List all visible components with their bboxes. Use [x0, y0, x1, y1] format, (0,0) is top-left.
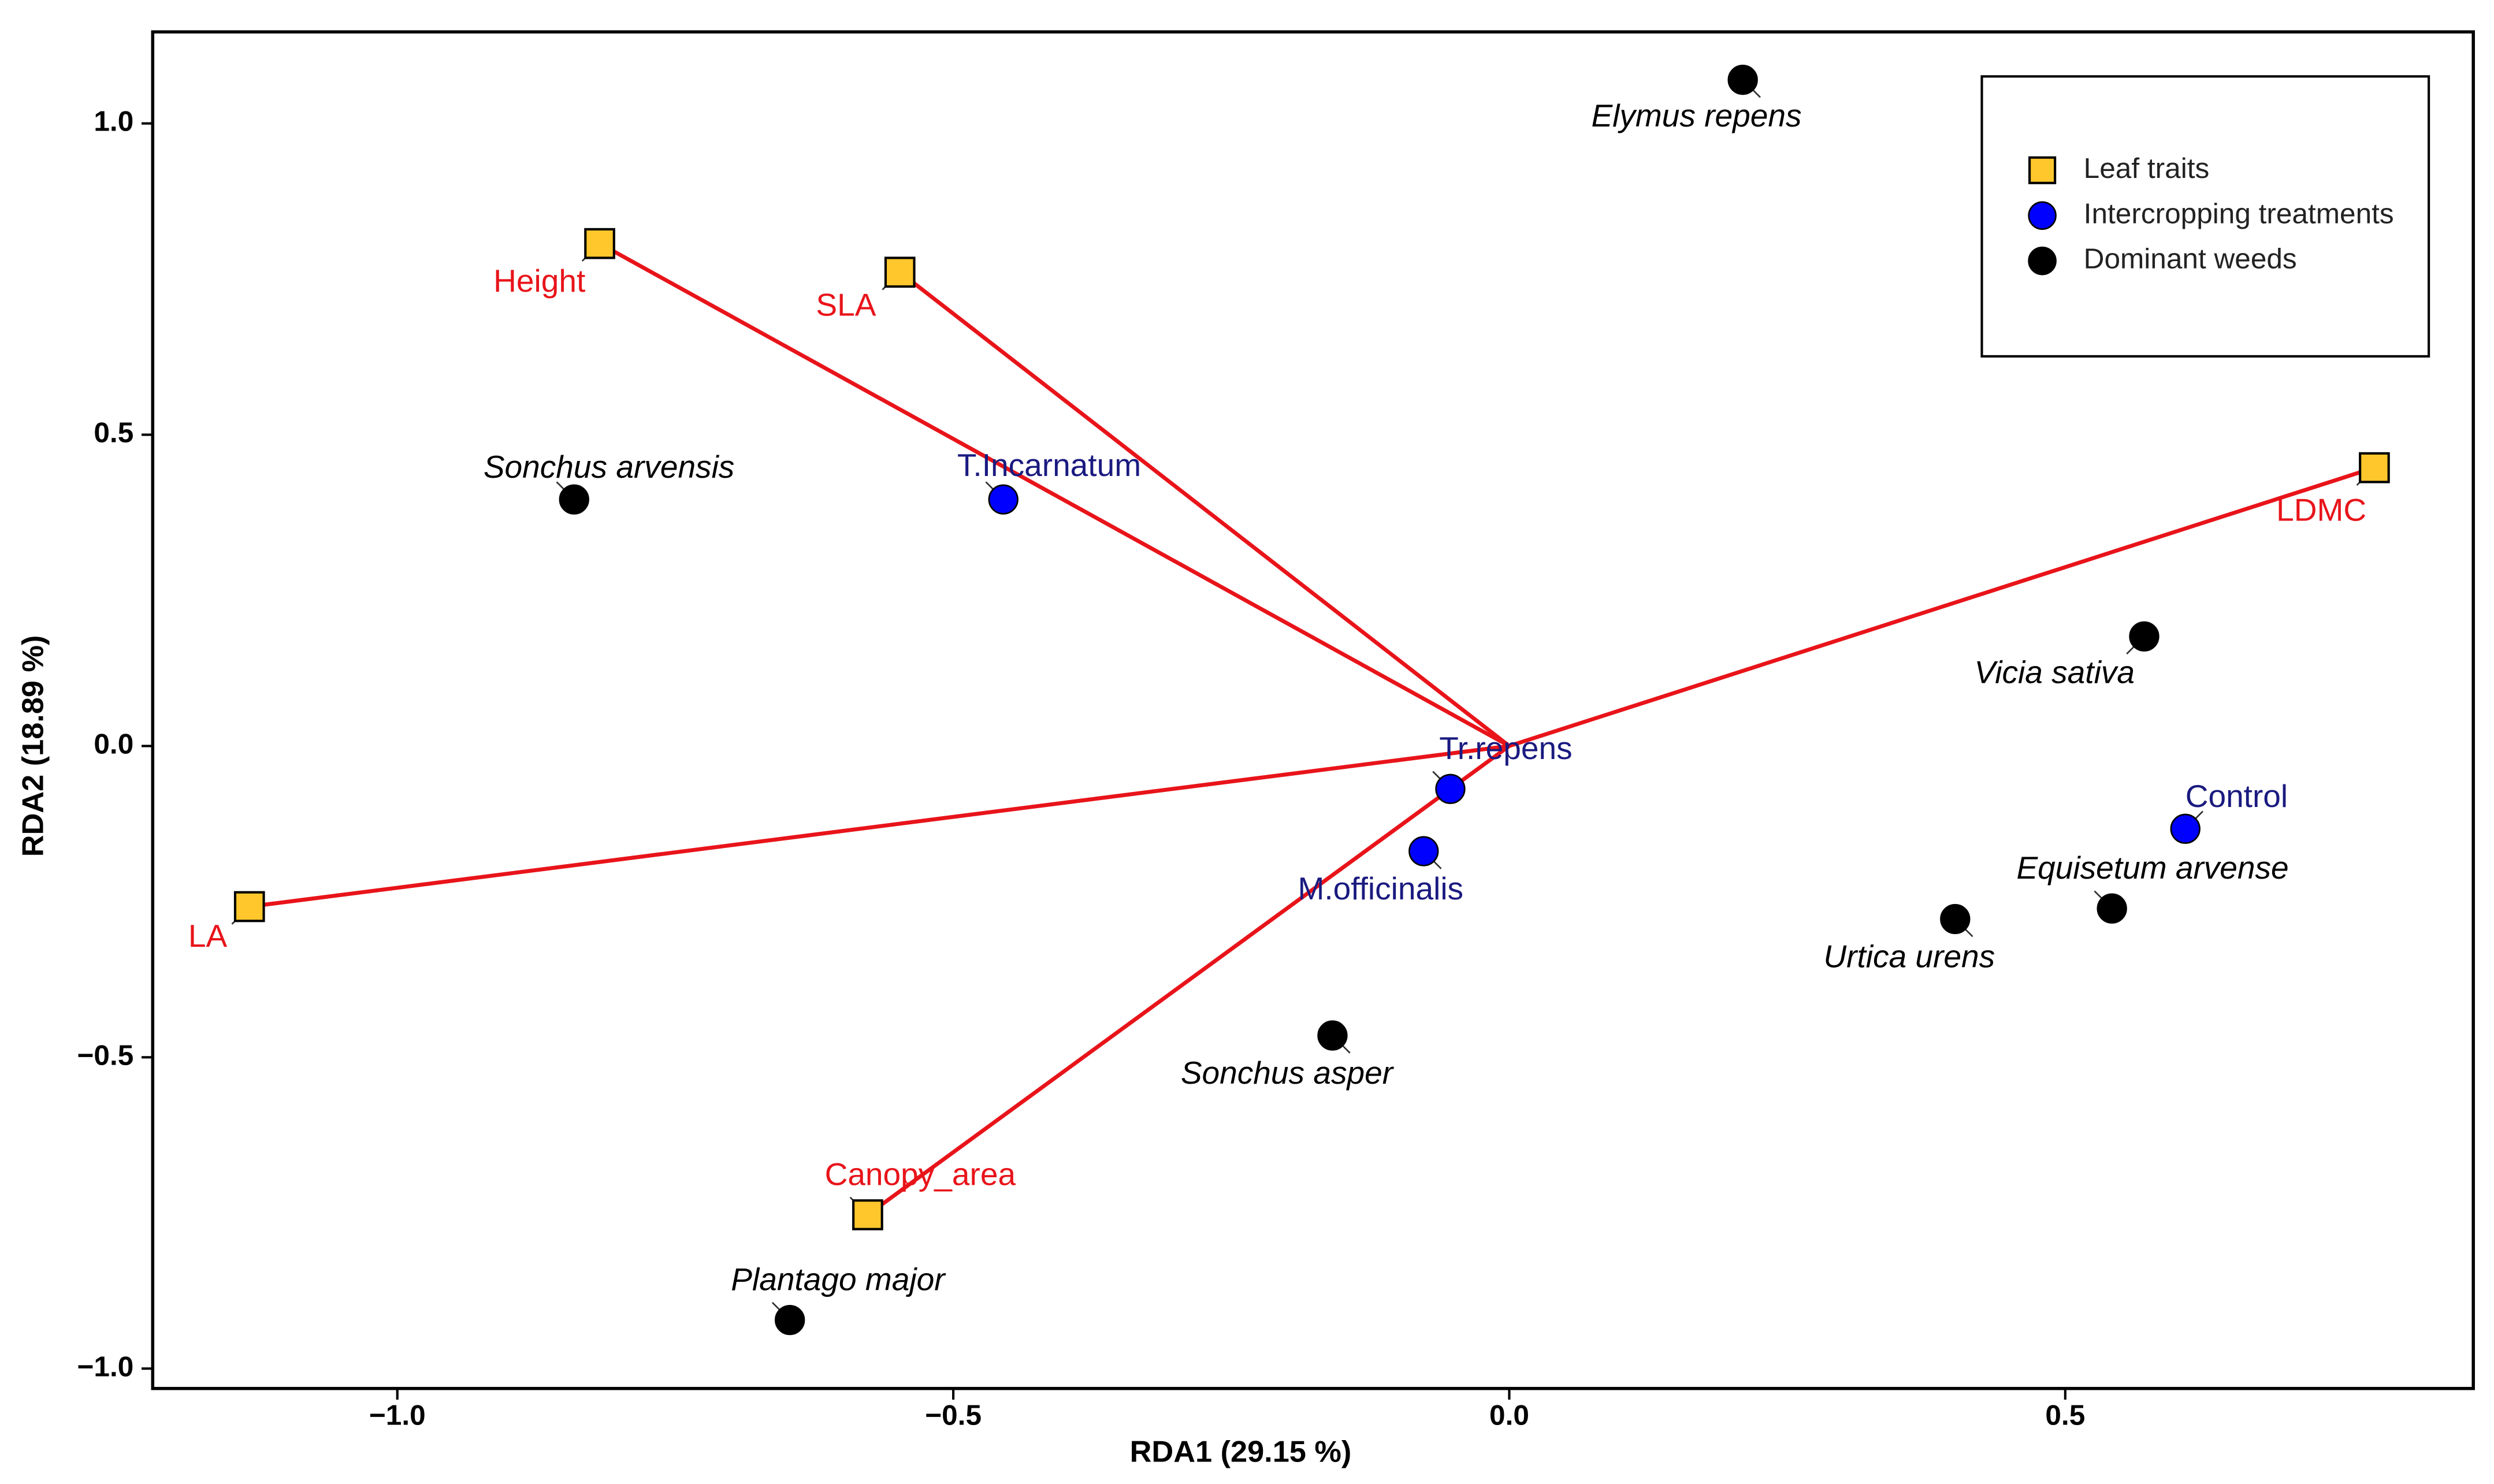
- point-label: Urtica urens: [1823, 938, 1995, 974]
- trait-vector: [898, 270, 1511, 748]
- y-tick-label: 0.0: [94, 728, 133, 760]
- point: [1408, 836, 1439, 866]
- point: [1317, 1020, 1348, 1051]
- vectors: [249, 241, 2375, 1217]
- x-tick-label: 0.5: [2045, 1399, 2085, 1431]
- legend-label: Intercropping treatments: [2084, 197, 2394, 229]
- point-label: Plantago major: [731, 1262, 946, 1297]
- point: [1727, 65, 1758, 95]
- trait-vector: [866, 744, 1511, 1217]
- legend-marker: [2028, 246, 2057, 276]
- point-label: Height: [493, 263, 585, 299]
- marks: Height SLA LDMC LA Canopy_area T.Incarnatum Tr…: [188, 65, 2390, 1336]
- point: [1435, 773, 1466, 804]
- point: [233, 891, 265, 923]
- point: [2170, 813, 2201, 844]
- plot-frame: [151, 30, 2475, 1390]
- trait-vector: [249, 743, 1510, 909]
- x-axis-label: RDA1 (29.15 %): [1130, 1435, 1352, 1468]
- point-label: Control: [2185, 778, 2288, 814]
- point-label: SLA: [816, 287, 876, 322]
- point-label: Tr.repens: [1439, 730, 1572, 766]
- point: [559, 484, 589, 515]
- point: [1940, 903, 1971, 935]
- point-label: Canopy_area: [825, 1156, 1016, 1192]
- y-tick-label: −0.5: [77, 1039, 133, 1071]
- point-label: T.Incarnatum: [957, 447, 1141, 483]
- point: [775, 1304, 805, 1336]
- y-tick-label: −1.0: [77, 1350, 133, 1382]
- point-label: LDMC: [2276, 492, 2366, 527]
- point-label: LA: [188, 918, 228, 954]
- point: [2097, 893, 2127, 924]
- trait-vector: [1508, 466, 2375, 748]
- x-tick-label: −0.5: [925, 1399, 982, 1431]
- y-axis-label: RDA2 (18.89 %): [16, 635, 50, 857]
- legend-marker: [2028, 201, 2057, 230]
- point: [2359, 452, 2390, 483]
- point: [884, 256, 916, 288]
- point: [2129, 621, 2160, 652]
- trait-vector: [599, 241, 1511, 748]
- x-tick-label: −1.0: [369, 1399, 426, 1431]
- point-label: Equisetum arvense: [2016, 850, 2288, 886]
- legend-label: Dominant weeds: [2084, 243, 2297, 275]
- point-label: M.officinalis: [1298, 871, 1464, 906]
- point: [852, 1199, 883, 1230]
- x-tick-label: 0.0: [1489, 1399, 1529, 1431]
- point: [584, 228, 615, 259]
- point-label: Vicia sativa: [1975, 654, 2135, 690]
- point-label: Sonchus asper: [1181, 1055, 1395, 1091]
- y-tick-label: 0.5: [94, 416, 133, 449]
- point-label: Sonchus arvensis: [484, 449, 735, 485]
- point-label: Elymus repens: [1591, 98, 1801, 133]
- y-tick-label: 1.0: [94, 105, 133, 137]
- legend-label: Leaf traits: [2084, 152, 2210, 184]
- legend-marker: [2028, 156, 2057, 184]
- point: [988, 484, 1019, 515]
